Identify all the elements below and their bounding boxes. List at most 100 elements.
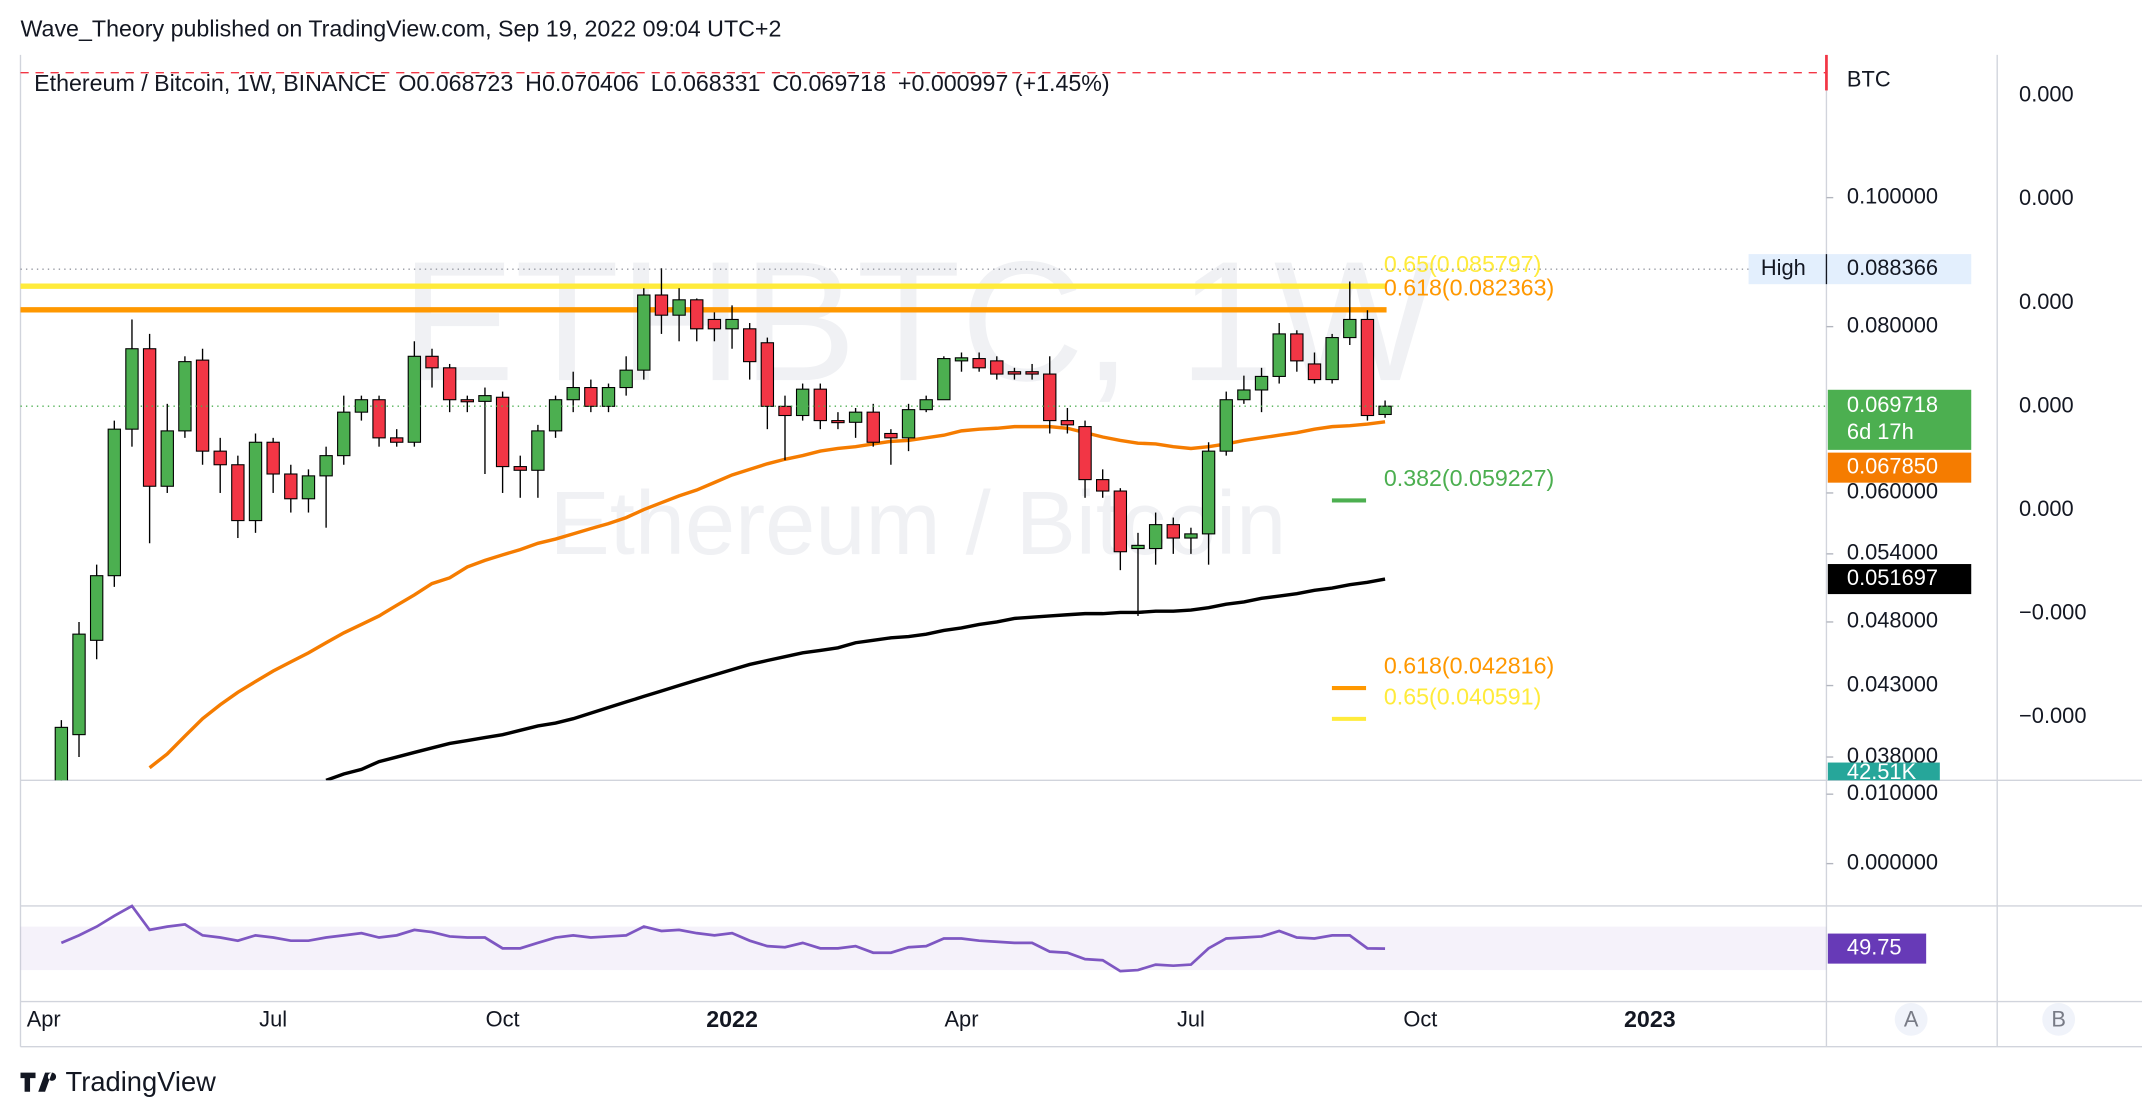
candle-body <box>1113 490 1128 553</box>
candle-body <box>831 420 845 424</box>
candle-body <box>901 409 916 439</box>
candle-body <box>954 357 969 362</box>
y-tick-label: 0.048000 <box>1847 608 1938 633</box>
candle-body <box>1219 399 1233 452</box>
candle-body <box>89 575 104 641</box>
ohlc-change: +0.000997 (+1.45%) <box>898 70 1110 96</box>
scale-button-label[interactable]: B <box>2051 1006 2066 1031</box>
candle-body <box>460 399 474 403</box>
candle-body <box>1131 544 1145 550</box>
candle-body <box>1166 524 1180 539</box>
candle-body <box>372 399 386 439</box>
candle-body <box>495 396 510 468</box>
x-tick-label: 2022 <box>706 1006 758 1032</box>
x-tick-label: Oct <box>486 1006 520 1031</box>
candle-body <box>795 388 810 417</box>
candle-body <box>1378 405 1392 416</box>
candle-body <box>919 399 933 411</box>
y-tick-label: 0.080000 <box>1847 312 1938 337</box>
x-tick-label: Jul <box>259 1006 287 1031</box>
candle-body <box>354 399 369 413</box>
overlay-tick-label: 0.000 <box>2019 289 2074 314</box>
candle-body <box>637 294 651 371</box>
candle-body <box>1343 318 1357 339</box>
y-tick-label: 0.054000 <box>1847 540 1938 565</box>
candle-body <box>1237 389 1251 401</box>
candle-body <box>548 399 563 432</box>
overlay-tick-label: −0.000 <box>2019 599 2086 624</box>
candle-body <box>54 726 69 781</box>
watermark-sub: Ethereum / Bitcoin <box>550 473 1287 574</box>
overlay-tick-label: −0.000 <box>2019 703 2086 728</box>
fib-label: 0.618(0.042816) <box>1384 653 1554 679</box>
symbol: Ethereum / Bitcoin, 1W, BINANCE <box>34 70 386 96</box>
candle-body <box>1078 426 1092 481</box>
candle-body <box>707 318 722 330</box>
watermark: ETHBTC, 1W <box>401 226 1435 417</box>
candle-body <box>178 361 192 432</box>
candle-body <box>1184 533 1198 539</box>
rsi-tag-value: 49.75 <box>1847 934 1902 959</box>
candle-body <box>813 388 827 422</box>
legend: Ethereum / Bitcoin, 1W, BINANCE O0.06872… <box>34 70 1110 96</box>
ohlc-open: O0.068723 <box>398 70 513 96</box>
candle-body <box>442 367 457 401</box>
candle-body <box>584 387 598 407</box>
macd-tick-label: 0.000000 <box>1847 849 1938 874</box>
rsi-tag <box>1827 933 1927 964</box>
x-tick-label: 2023 <box>1624 1006 1676 1032</box>
candle-body <box>1272 333 1286 377</box>
candle-body <box>778 405 792 417</box>
brand: TradingView <box>66 1066 217 1097</box>
high-tag-value: 0.088366 <box>1847 255 1938 280</box>
ohlc-low: L0.068331 <box>651 70 761 96</box>
candle-body <box>1201 450 1216 535</box>
rsi-band <box>20 926 1827 971</box>
candle-body <box>743 328 757 363</box>
scale-button-label[interactable]: A <box>1904 1006 1919 1031</box>
high-tag <box>1748 254 1972 285</box>
candle-body <box>619 369 633 389</box>
candle-body <box>672 299 686 316</box>
ma-tag-value: 0.067850 <box>1847 453 1938 478</box>
scale-button[interactable] <box>2042 1002 2076 1036</box>
candle-body <box>1254 375 1269 391</box>
candle-body <box>848 411 863 423</box>
y-tick-label: 0.100000 <box>1847 183 1938 208</box>
candle-body <box>213 450 227 466</box>
candle-body <box>107 428 122 577</box>
candle-body <box>478 395 492 402</box>
candle-body <box>690 299 704 330</box>
candle-body <box>301 475 316 500</box>
candle-body <box>601 387 616 407</box>
candle-body <box>937 358 951 401</box>
macd-tick-label: 0.010000 <box>1847 780 1938 805</box>
x-tick-label: Jul <box>1177 1006 1205 1031</box>
candle-body <box>990 360 1004 375</box>
candle-body <box>231 464 245 522</box>
fib-label: 0.65(0.040591) <box>1384 684 1542 710</box>
y-tick-label: 0.043000 <box>1847 671 1938 696</box>
fib-label: 0.382(0.059227) <box>1384 465 1554 491</box>
candle-body <box>337 411 351 457</box>
overlay-tick-label: 0.000 <box>2019 392 2074 417</box>
candle-body <box>425 355 439 369</box>
candle-body <box>1290 333 1304 362</box>
x-tick-label: Apr <box>944 1006 978 1031</box>
currency: BTC <box>1847 67 1891 92</box>
candle-body <box>390 437 404 443</box>
countdown: 6d 17h <box>1847 419 1914 444</box>
overlay-tick-label: 0.000 <box>2019 496 2074 521</box>
candle-body <box>160 430 174 487</box>
scale-button[interactable] <box>1894 1002 1928 1036</box>
candle-body <box>319 455 333 477</box>
candle-body <box>1095 479 1110 492</box>
ohlc-high: H0.070406 <box>525 70 639 96</box>
brand-logo <box>20 1072 57 1092</box>
moving-average <box>325 577 1386 781</box>
last-price-value: 0.069718 <box>1847 392 1938 417</box>
candle-body <box>407 355 422 443</box>
overlay-tick-label: 0.000 <box>2019 82 2074 107</box>
candle-body <box>1325 337 1339 381</box>
